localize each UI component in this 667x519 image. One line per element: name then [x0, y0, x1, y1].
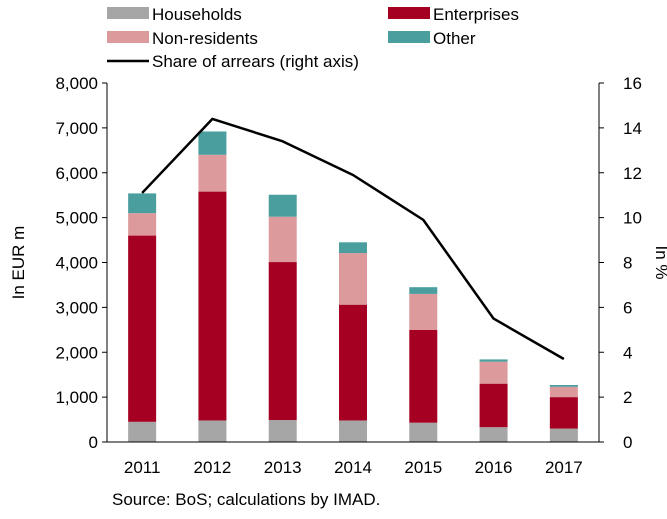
bar-enterprises-2017 [549, 397, 578, 429]
legend-swatch-households [107, 7, 149, 19]
bar-non-residents-2014 [339, 253, 367, 305]
x-tick-label-2016: 2016 [475, 458, 513, 477]
x-tick-label-2011: 2011 [124, 458, 161, 477]
right-tick-label: 10 [623, 209, 642, 228]
right-tick-label: 6 [623, 298, 632, 317]
x-axis: 2011 2012 2013 2014 2015 2016 2017 [107, 441, 599, 477]
right-tick-label: 4 [623, 343, 632, 362]
bar-non-residents-2013 [268, 216, 297, 263]
bar-non-residents-2015 [409, 293, 438, 330]
bar-other-2013 [268, 194, 297, 217]
bar-households-2014 [339, 420, 367, 442]
left-tick-label: 3,000 [55, 298, 98, 317]
bar-other-2016 [479, 359, 508, 362]
bar-households-2012 [198, 420, 227, 442]
bar-enterprises-2015 [409, 329, 438, 423]
bar-households-2011 [128, 421, 157, 442]
x-tick-label-2012: 2012 [194, 458, 232, 477]
left-axis-title: In EUR m [9, 226, 28, 300]
bar-households-2015 [409, 422, 438, 442]
right-tick-label: 2 [623, 388, 632, 407]
left-tick-label: 1,000 [55, 388, 98, 407]
left-tick-label: 4,000 [55, 254, 98, 273]
bar-enterprises-2012 [198, 191, 227, 421]
bar-other-2014 [339, 242, 367, 254]
left-tick-label: 5,000 [55, 209, 98, 228]
legend-label-households: Households [152, 5, 242, 24]
legend-label-other: Other [433, 29, 476, 48]
right-tick-label: 0 [623, 433, 632, 452]
bar-households-2016 [479, 427, 508, 442]
bar-households-2013 [268, 420, 297, 442]
left-tick-label: 6,000 [55, 164, 98, 183]
bar-non-residents-2011 [128, 213, 157, 236]
bar-enterprises-2011 [128, 235, 157, 422]
right-tick-label: 12 [623, 164, 642, 183]
bar-other-2017 [549, 385, 578, 387]
legend-swatch-other [388, 31, 430, 43]
legend-label-enterprises: Enterprises [433, 5, 519, 24]
bar-enterprises-2014 [339, 304, 367, 421]
left-axis: 0 1,000 2,000 3,000 4,000 5,000 6,000 7,000 8,00… [9, 74, 108, 452]
legend-label-non-residents: Non-residents [152, 29, 258, 48]
x-tick-label-2014: 2014 [334, 458, 372, 477]
bars [128, 131, 578, 442]
left-tick-label: 7,000 [55, 119, 98, 138]
bar-enterprises-2016 [479, 383, 508, 428]
bar-non-residents-2017 [549, 386, 578, 398]
right-axis: 0 2 4 6 8 10 12 14 16 In % [598, 74, 667, 452]
bar-households-2017 [549, 428, 578, 442]
x-tick-label-2015: 2015 [404, 458, 442, 477]
bar-enterprises-2013 [268, 262, 297, 421]
bar-non-residents-2016 [479, 361, 508, 384]
bar-other-2012 [198, 131, 227, 155]
legend-swatch-non-residents [107, 31, 149, 43]
source-note: Source: BoS; calculations by IMAD. [112, 490, 380, 509]
bar-non-residents-2012 [198, 154, 227, 192]
bar-other-2015 [409, 287, 438, 294]
x-tick-label-2017: 2017 [545, 458, 583, 477]
left-tick-label: 8,000 [55, 74, 98, 93]
legend: Households Enterprises Non-residents Other S… [107, 5, 519, 71]
right-tick-label: 16 [623, 74, 642, 93]
right-tick-label: 14 [623, 119, 642, 138]
x-tick-label-2013: 2013 [264, 458, 302, 477]
legend-swatch-enterprises [388, 7, 430, 19]
left-tick-label: 2,000 [55, 343, 98, 362]
legend-label-share-line: Share of arrears (right axis) [152, 52, 359, 71]
right-axis-title: In % [652, 245, 667, 279]
left-tick-label: 0 [89, 433, 98, 452]
right-tick-label: 8 [623, 254, 632, 273]
bar-other-2011 [128, 193, 157, 214]
share-line [141, 117, 565, 361]
